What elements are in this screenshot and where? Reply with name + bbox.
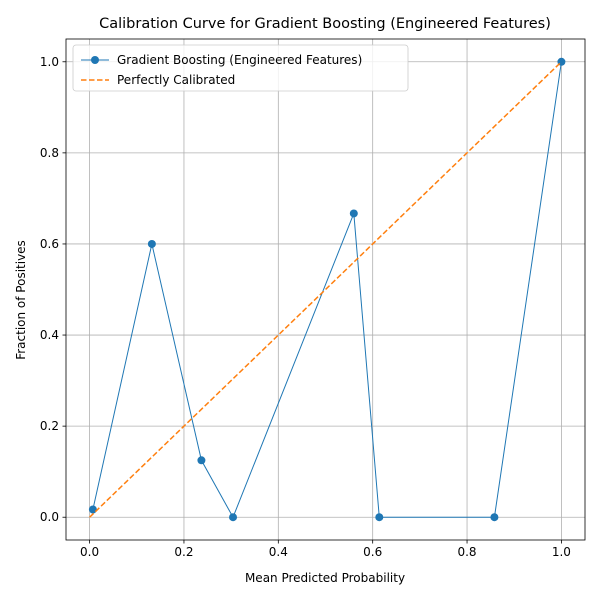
calibration-point (375, 513, 384, 522)
plot-frame (65, 38, 586, 541)
x-tick-label: 0.0 (80, 545, 99, 559)
y-tick-label: 0.2 (40, 419, 59, 433)
y-tick-label: 1.0 (40, 55, 59, 69)
x-tick-label: 1.0 (552, 545, 571, 559)
x-tick-label: 0.2 (174, 545, 193, 559)
x-tick-label: 0.4 (269, 545, 288, 559)
calibration-point (88, 505, 97, 514)
y-tick-label: 0.6 (40, 237, 59, 251)
y-axis-label: Fraction of Positives (14, 240, 28, 360)
chart-title: Calibration Curve for Gradient Boosting … (99, 16, 551, 32)
legend-entry-label: Gradient Boosting (Engineered Features) (117, 53, 362, 67)
calibration-point (147, 239, 156, 248)
x-tick-label: 0.6 (363, 545, 382, 559)
y-tick-label: 0.0 (40, 510, 59, 524)
legend-swatch-marker (91, 56, 99, 64)
calibration-point (490, 513, 499, 522)
legend-entry-label: Perfectly Calibrated (117, 73, 235, 87)
calibration-point (349, 209, 358, 218)
calibration-point (229, 513, 238, 522)
series (88, 57, 566, 522)
legend-box (72, 44, 409, 92)
axis-ticks: 0.0 0.2 0.4 0.6 0.8 1.0 0.0 0.2 0.4 0.6 0.8 1.0 (40, 55, 571, 559)
x-tick-label: 0.8 (457, 545, 476, 559)
legend: Gradient Boosting (Engineered Features) P… (72, 44, 409, 92)
y-tick-label: 0.4 (40, 328, 59, 342)
perfect-calibration-line (89, 61, 562, 518)
calibration-curve-line (92, 61, 562, 519)
x-axis-label: Mean Predicted Probability (245, 571, 405, 585)
y-tick-label: 0.8 (40, 146, 59, 160)
grid (66, 39, 585, 540)
calibration-point (197, 456, 206, 465)
